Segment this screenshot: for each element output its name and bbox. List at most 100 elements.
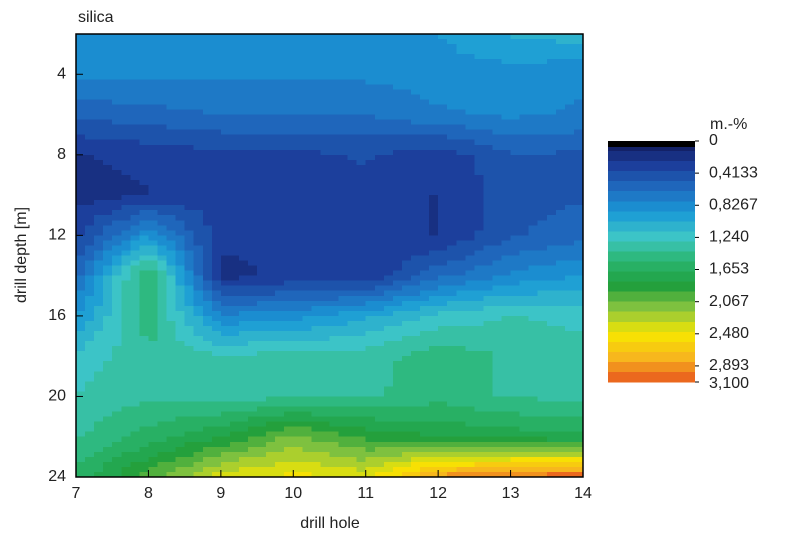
contour-cell xyxy=(103,361,113,367)
contour-cell xyxy=(139,165,149,171)
contour-cell xyxy=(366,346,376,352)
contour-cell xyxy=(194,210,204,216)
contour-cell xyxy=(556,250,566,256)
contour-cell xyxy=(339,94,349,100)
contour-cell xyxy=(348,321,358,327)
contour-cell xyxy=(483,457,493,463)
contour-cell xyxy=(438,391,448,397)
contour-cell xyxy=(330,301,340,307)
contour-cell xyxy=(357,210,367,216)
contour-cell xyxy=(76,432,86,438)
contour-cell xyxy=(366,316,376,322)
contour-cell xyxy=(511,69,521,75)
contour-cell xyxy=(529,225,539,231)
contour-cell xyxy=(212,291,222,297)
contour-cell xyxy=(538,160,548,166)
contour-cell xyxy=(574,291,584,297)
contour-cell xyxy=(565,407,575,413)
contour-cell xyxy=(420,407,430,413)
contour-cell xyxy=(556,59,566,65)
contour-cell xyxy=(284,49,294,55)
contour-cell xyxy=(438,155,448,161)
contour-cell xyxy=(538,356,548,362)
contour-cell xyxy=(248,437,258,443)
contour-cell xyxy=(538,210,548,216)
contour-cell xyxy=(483,286,493,292)
contour-cell xyxy=(130,104,140,110)
contour-cell xyxy=(320,180,330,186)
contour-cell xyxy=(456,205,466,211)
contour-cell xyxy=(112,210,122,216)
contour-cell xyxy=(266,422,276,428)
contour-cell xyxy=(483,145,493,151)
contour-cell xyxy=(176,422,186,428)
contour-cell xyxy=(511,452,521,458)
contour-cell xyxy=(311,407,321,413)
contour-cell xyxy=(384,306,394,312)
contour-cell xyxy=(248,442,258,448)
contour-cell xyxy=(157,104,167,110)
contour-cell xyxy=(330,74,340,80)
contour-cell xyxy=(366,422,376,428)
contour-cell xyxy=(248,165,258,171)
contour-cell xyxy=(266,235,276,241)
contour-cell xyxy=(103,447,113,453)
contour-cell xyxy=(311,331,321,337)
contour-cell xyxy=(393,110,403,116)
contour-cell xyxy=(112,412,122,418)
contour-cell xyxy=(492,341,502,347)
contour-cell xyxy=(275,391,285,397)
contour-cell xyxy=(275,422,285,428)
contour-cell xyxy=(447,44,457,50)
contour-cell xyxy=(266,104,276,110)
contour-cell xyxy=(511,311,521,317)
contour-cell xyxy=(492,235,502,241)
contour-cell xyxy=(384,381,394,387)
contour-cell xyxy=(275,160,285,166)
contour-cell xyxy=(94,110,104,116)
contour-cell xyxy=(348,457,358,463)
contour-cell xyxy=(502,417,512,423)
contour-cell xyxy=(456,462,466,468)
contour-cell xyxy=(483,200,493,206)
contour-cell xyxy=(112,376,122,382)
contour-cell xyxy=(130,341,140,347)
contour-cell xyxy=(194,175,204,181)
contour-cell xyxy=(302,391,312,397)
colorbar-tick-label: 1,653 xyxy=(709,261,749,278)
contour-cell xyxy=(121,391,131,397)
contour-cell xyxy=(76,245,86,251)
contour-cell xyxy=(348,135,358,141)
contour-cell xyxy=(121,190,131,196)
contour-cell xyxy=(375,276,385,282)
contour-cell xyxy=(339,64,349,70)
contour-cell xyxy=(456,220,466,226)
contour-cell xyxy=(574,49,584,55)
contour-cell xyxy=(176,437,186,443)
contour-cell xyxy=(257,407,267,413)
contour-cell xyxy=(302,316,312,322)
contour-cell xyxy=(438,94,448,100)
contour-cell xyxy=(330,286,340,292)
contour-cell xyxy=(266,135,276,141)
contour-cell xyxy=(194,396,204,402)
contour-cell xyxy=(447,326,457,332)
contour-cell xyxy=(565,145,575,151)
contour-cell xyxy=(148,190,158,196)
contour-cell xyxy=(203,120,213,126)
contour-cell xyxy=(85,286,95,292)
contour-cell xyxy=(185,79,195,85)
contour-cell xyxy=(538,79,548,85)
contour-cell xyxy=(257,346,267,352)
contour-cell xyxy=(148,69,158,75)
contour-cell xyxy=(320,396,330,402)
contour-cell xyxy=(357,371,367,377)
contour-cell xyxy=(411,150,421,156)
contour-cell xyxy=(492,49,502,55)
contour-cell xyxy=(76,447,86,453)
contour-cell xyxy=(483,99,493,105)
contour-cell xyxy=(212,467,222,473)
contour-cell xyxy=(94,220,104,226)
contour-cell xyxy=(320,39,330,45)
contour-cell xyxy=(429,296,439,302)
